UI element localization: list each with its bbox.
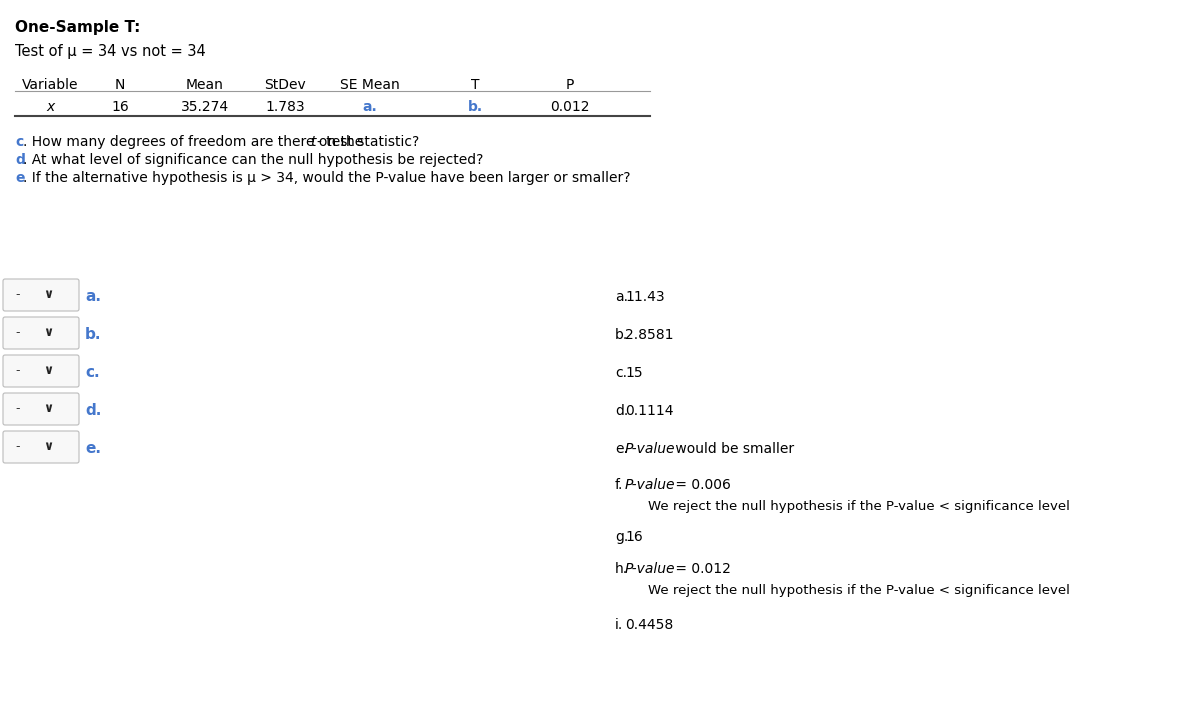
Text: - test statistic?: - test statistic? [317, 135, 419, 149]
Text: We reject the null hypothesis if the P-value < significance level: We reject the null hypothesis if the P-v… [648, 584, 1070, 597]
Text: -: - [16, 289, 20, 301]
Text: P-value: P-value [625, 442, 676, 456]
Text: = 0.006: = 0.006 [671, 478, 731, 492]
FancyBboxPatch shape [2, 279, 79, 311]
Text: . At what level of significance can the null hypothesis be rejected?: . At what level of significance can the … [23, 153, 484, 167]
Text: 35.274: 35.274 [181, 100, 229, 114]
FancyBboxPatch shape [2, 431, 79, 463]
Text: P-value: P-value [625, 562, 676, 576]
Text: -: - [16, 326, 20, 340]
Text: P: P [566, 78, 574, 92]
Text: b.: b. [85, 327, 102, 342]
Text: ∨: ∨ [43, 326, 53, 340]
Text: -: - [16, 402, 20, 416]
Text: e.: e. [616, 442, 628, 456]
Text: 16: 16 [625, 530, 643, 544]
Text: ∨: ∨ [43, 289, 53, 301]
Text: ∨: ∨ [43, 441, 53, 453]
Text: x: x [46, 100, 54, 114]
Text: b.: b. [468, 100, 482, 114]
Text: e.: e. [85, 441, 101, 456]
Text: h.: h. [616, 562, 628, 576]
Text: a.: a. [362, 100, 377, 114]
FancyBboxPatch shape [2, 393, 79, 425]
Text: . If the alternative hypothesis is μ > 34, would the P-value have been larger or: . If the alternative hypothesis is μ > 3… [23, 171, 630, 185]
Text: ∨: ∨ [43, 364, 53, 378]
Text: t: t [310, 135, 316, 149]
Text: -: - [16, 441, 20, 453]
Text: f.: f. [616, 478, 623, 492]
Text: d.: d. [616, 404, 629, 418]
Text: c.: c. [85, 365, 100, 380]
Text: b.: b. [616, 328, 629, 342]
Text: i.: i. [616, 618, 623, 632]
Text: P-value: P-value [625, 478, 676, 492]
Text: SE Mean: SE Mean [340, 78, 400, 92]
Text: a.: a. [85, 289, 101, 304]
Text: e: e [14, 171, 24, 185]
Text: 16: 16 [112, 100, 128, 114]
Text: One-Sample T:: One-Sample T: [14, 20, 140, 35]
Text: 0.012: 0.012 [551, 100, 589, 114]
Text: 15: 15 [625, 366, 643, 380]
Text: g.: g. [616, 530, 629, 544]
Text: 11.43: 11.43 [625, 290, 665, 304]
Text: ∨: ∨ [43, 402, 53, 416]
Text: 2.8581: 2.8581 [625, 328, 673, 342]
Text: StDev: StDev [264, 78, 306, 92]
Text: Variable: Variable [22, 78, 78, 92]
Text: c.: c. [616, 366, 628, 380]
Text: d: d [14, 153, 25, 167]
FancyBboxPatch shape [2, 317, 79, 349]
Text: d.: d. [85, 403, 101, 418]
Text: = 0.012: = 0.012 [671, 562, 731, 576]
Text: T: T [470, 78, 479, 92]
Text: N: N [115, 78, 125, 92]
Text: c: c [14, 135, 23, 149]
Text: We reject the null hypothesis if the P-value < significance level: We reject the null hypothesis if the P-v… [648, 500, 1070, 513]
Text: Mean: Mean [186, 78, 224, 92]
Text: would be smaller: would be smaller [671, 442, 794, 456]
Text: 0.1114: 0.1114 [625, 404, 673, 418]
Text: 1.783: 1.783 [265, 100, 305, 114]
Text: . How many degrees of freedom are there on the: . How many degrees of freedom are there … [23, 135, 367, 149]
Text: a.: a. [616, 290, 628, 304]
Text: -: - [16, 364, 20, 378]
Text: 0.4458: 0.4458 [625, 618, 673, 632]
FancyBboxPatch shape [2, 355, 79, 387]
Text: Test of μ = 34 vs not = 34: Test of μ = 34 vs not = 34 [14, 44, 205, 59]
